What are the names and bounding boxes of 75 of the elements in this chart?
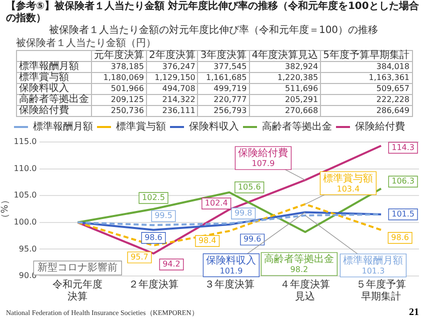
- y-tick-label: 95.0: [18, 244, 37, 254]
- category-label: 保険料収入: [19, 83, 69, 94]
- data-label: 標準賞与額 103.4: [323, 172, 374, 194]
- text: 509,657: [376, 84, 410, 93]
- text: 494,708: [162, 84, 196, 93]
- text: 256,793: [214, 106, 247, 115]
- data-label: 114.3: [392, 142, 415, 152]
- y-tick-label: 115.0: [14, 137, 37, 146]
- text: 236,111: [162, 106, 196, 115]
- legend-label: 保険給付費: [355, 120, 405, 133]
- data-label: 標準報酬月額 101.3: [343, 254, 404, 276]
- data-label: 保険給付費 107.9: [238, 147, 288, 168]
- y-tick-label: 110.0: [14, 164, 37, 173]
- category-label: 2年度決算: [146, 50, 198, 62]
- text: 286,649: [376, 106, 410, 115]
- chart-title: 【参考⑤】被保険者１人当たり金額 対元年度比伸び率の推移（令和元年度を100とした場合の指数）: [6, 1, 420, 24]
- data-label: 99.5: [154, 211, 172, 220]
- x-tick-label: ２年度決算: [128, 278, 178, 291]
- text: 220,777: [214, 95, 247, 104]
- x-tick-label: ４年度決算見込: [280, 278, 330, 303]
- text: 250,736: [110, 106, 144, 115]
- data-label: 98.6: [144, 232, 162, 242]
- legend-label: 標準賞与額: [116, 120, 166, 133]
- data-label: 99.8: [234, 208, 252, 218]
- data-label: 101.5: [392, 209, 415, 218]
- text: 1,180,069: [103, 73, 144, 82]
- data-label: 94.2: [162, 260, 180, 269]
- category-label: 標準賞与額: [19, 72, 69, 83]
- text: 1,161,685: [206, 73, 247, 82]
- x-tick-label: 令和元年度決算: [52, 278, 103, 303]
- text: 1,129,150: [154, 73, 196, 82]
- data-label: 106.3: [392, 176, 415, 186]
- data-label: 95.7: [130, 252, 148, 262]
- text: 1,163,361: [368, 73, 410, 82]
- data-label: 高齢者等拠出金 98.2: [264, 253, 334, 274]
- category-label: 高齢者等拠出金: [19, 94, 89, 105]
- text: 214,322: [162, 95, 196, 104]
- text: 378,185: [110, 62, 144, 71]
- text: 270,668: [285, 106, 318, 115]
- data-label: 保険料収入 101.9: [206, 254, 256, 276]
- text: 501,966: [110, 84, 144, 93]
- text: 499,719: [214, 84, 247, 93]
- text: 被保険者１人当たり金額（円）: [16, 38, 157, 50]
- text: 21: [409, 307, 419, 319]
- x-tick-label: ３年度決算: [204, 278, 254, 291]
- text: 209,125: [110, 95, 144, 104]
- y-axis-title: （%）: [0, 196, 11, 222]
- chart-subtitle: 被保険者１人当たり金額の対元年度比伸び率（令和元年度＝100）の推移: [48, 25, 380, 37]
- data-label: 105.6: [238, 182, 261, 192]
- text: 384,018: [376, 62, 410, 71]
- category-label: 5年度予算早期集計: [320, 50, 412, 62]
- data-label: 98.6: [391, 232, 409, 242]
- data-label: 99.6: [243, 234, 262, 244]
- data-label: 102.5: [142, 193, 165, 202]
- text: 376,247: [162, 62, 196, 71]
- text: 222,228: [376, 95, 410, 104]
- text: 1,220,385: [277, 73, 318, 82]
- text: 382,924: [285, 62, 318, 71]
- category-label: 3年度決算: [198, 50, 250, 62]
- text: 511,696: [285, 84, 318, 93]
- legend-label: 高齢者等拠出金: [262, 120, 332, 133]
- y-tick-label: 105.0: [14, 190, 37, 200]
- y-tick-label: 100.0: [14, 217, 37, 226]
- category-label: 保険給付費: [19, 105, 69, 116]
- text: 205,291: [285, 95, 318, 104]
- x-tick-label: ５年度予算早期集計: [356, 278, 406, 303]
- data-label: 98.4: [198, 236, 216, 246]
- category-label: 標準報酬月額: [19, 61, 79, 72]
- legend-label: 保険料収入: [189, 120, 239, 133]
- text: 377,545: [214, 62, 247, 71]
- category-label: 4年度決算見込: [249, 50, 321, 62]
- legend-label: 標準報酬月額: [33, 120, 93, 133]
- category-label: 元年度決算: [92, 50, 146, 62]
- annotation: 新型コロナ影響前: [38, 262, 118, 274]
- data-label: 102.4: [204, 198, 228, 208]
